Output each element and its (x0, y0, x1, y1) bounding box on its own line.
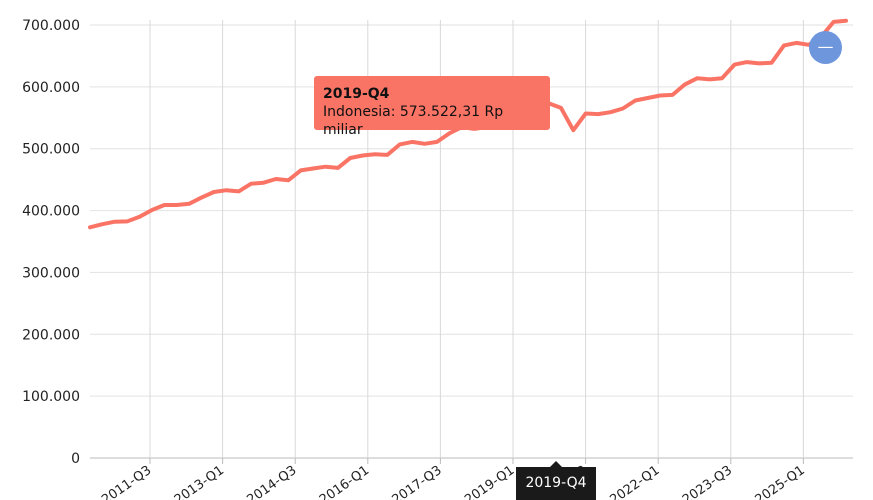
grid-lines (90, 20, 853, 464)
x-tick-label: 2019-Q1 (462, 463, 517, 500)
x-axis-ticks: 2011-Q3 2013-Q1 2014-Q3 2016-Q1 2017-Q3 2019-… (99, 463, 808, 500)
x-cursor-label: 2019-Q4 (516, 461, 596, 500)
y-tick-label: 200.000 (22, 327, 80, 343)
y-tick-label: 700.000 (22, 18, 80, 34)
y-tick-label: 600.000 (22, 80, 80, 96)
x-tick-label: 2014-Q3 (244, 463, 299, 500)
x-tick-label: 2017-Q3 (390, 463, 445, 500)
y-tick-label: 300.000 (22, 265, 80, 281)
x-tick-label: 2022-Q1 (607, 463, 662, 500)
y-tick-label: 500.000 (22, 142, 80, 158)
tooltip-body: Indonesia: 573.522,31 Rp miliar (323, 104, 504, 138)
tooltip: 2019-Q4 Indonesia: 573.522,31 Rp miliar (314, 76, 550, 138)
x-tick-label: 2025-Q1 (753, 463, 808, 500)
y-tick-label: 0 (71, 451, 80, 467)
x-tick-label: 2011-Q3 (99, 463, 154, 500)
x-tick-label: 2013-Q1 (172, 463, 227, 500)
x-tick-label: 2023-Q3 (680, 463, 735, 500)
x-tick-label: 2016-Q1 (317, 463, 372, 500)
zoom-reset-button[interactable]: — (809, 31, 842, 64)
tooltip-title: 2019-Q4 (323, 86, 390, 102)
y-tick-label: 100.000 (22, 389, 80, 405)
y-tick-label: 400.000 (22, 204, 80, 220)
y-axis-ticks: 0 100.000 200.000 300.000 400.000 500.000 600.… (22, 18, 80, 467)
